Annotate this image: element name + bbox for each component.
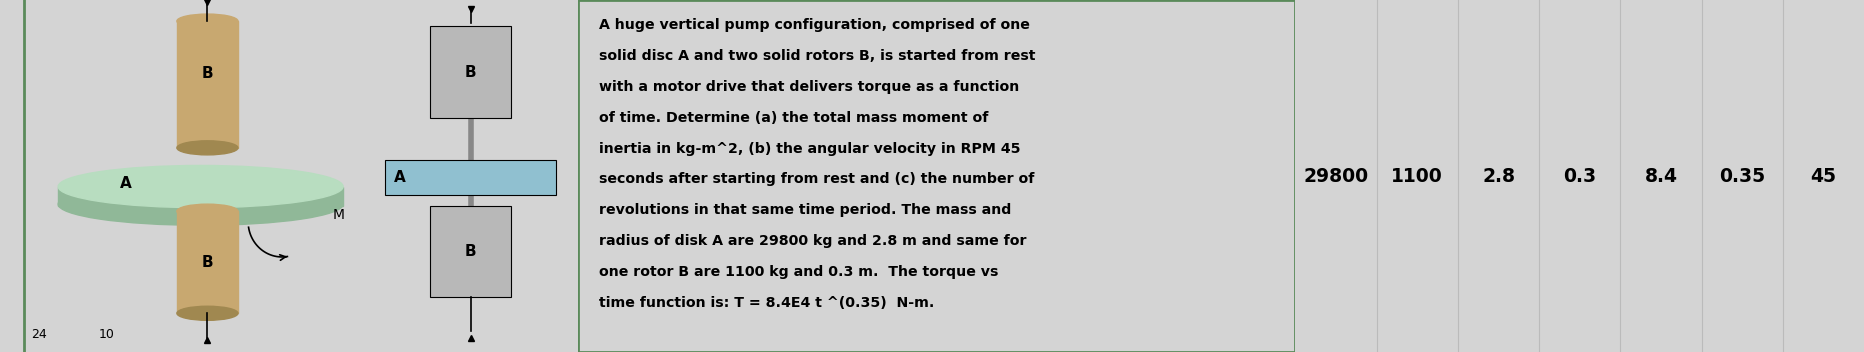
Bar: [177, 21, 239, 148]
Text: solid disc A and two solid rotors B, is started from rest: solid disc A and two solid rotors B, is …: [600, 49, 1036, 63]
Text: 24: 24: [32, 328, 47, 341]
Text: 45: 45: [1810, 166, 1836, 186]
Bar: [58, 187, 343, 206]
Bar: [431, 26, 511, 118]
Text: B: B: [201, 255, 212, 270]
Text: 8.4: 8.4: [1644, 166, 1678, 186]
Bar: [431, 206, 511, 297]
Text: 2.8: 2.8: [1482, 166, 1515, 186]
Text: of time. Determine (a) the total mass moment of: of time. Determine (a) the total mass mo…: [600, 111, 988, 125]
Text: 10: 10: [99, 328, 116, 341]
Ellipse shape: [58, 183, 343, 225]
Text: radius of disk A are 29800 kg and 2.8 m and same for: radius of disk A are 29800 kg and 2.8 m …: [600, 234, 1027, 249]
Text: B: B: [464, 244, 477, 259]
Text: inertia in kg-m^2, (b) the angular velocity in RPM 45: inertia in kg-m^2, (b) the angular veloc…: [600, 142, 1021, 156]
Text: M: M: [334, 208, 345, 222]
Bar: [177, 211, 239, 313]
Text: one rotor B are 1100 kg and 0.3 m.  The torque vs: one rotor B are 1100 kg and 0.3 m. The t…: [600, 265, 999, 279]
Ellipse shape: [177, 14, 239, 28]
Text: A: A: [393, 170, 406, 185]
Text: B: B: [464, 65, 477, 80]
Text: 0.3: 0.3: [1564, 166, 1596, 186]
Text: with a motor drive that delivers torque as a function: with a motor drive that delivers torque …: [600, 80, 1020, 94]
Bar: [384, 160, 555, 195]
Text: time function is: T = 8.4E4 t ^(0.35)  N-m.: time function is: T = 8.4E4 t ^(0.35) N-…: [600, 296, 934, 310]
Text: seconds after starting from rest and (c) the number of: seconds after starting from rest and (c)…: [600, 172, 1035, 187]
Text: 1100: 1100: [1391, 166, 1443, 186]
Ellipse shape: [177, 306, 239, 320]
Text: 29800: 29800: [1303, 166, 1368, 186]
Text: A huge vertical pump configuration, comprised of one: A huge vertical pump configuration, comp…: [600, 18, 1031, 32]
Text: 0.35: 0.35: [1719, 166, 1765, 186]
Text: A: A: [119, 176, 132, 190]
Ellipse shape: [177, 141, 239, 155]
Text: B: B: [201, 67, 212, 81]
Ellipse shape: [177, 204, 239, 218]
Ellipse shape: [58, 165, 343, 208]
Text: revolutions in that same time period. The mass and: revolutions in that same time period. Th…: [600, 203, 1012, 218]
